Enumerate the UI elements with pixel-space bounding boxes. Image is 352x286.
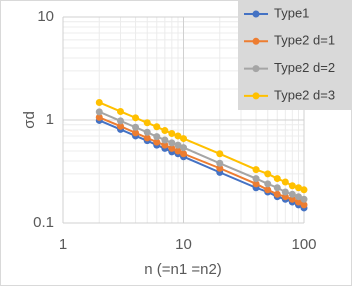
point — [288, 195, 296, 203]
point — [273, 190, 281, 198]
point — [264, 186, 272, 194]
point — [132, 129, 140, 137]
point — [180, 144, 187, 152]
point — [294, 193, 302, 201]
point — [252, 180, 260, 188]
point — [95, 98, 103, 106]
point — [288, 182, 296, 190]
point — [174, 132, 182, 140]
point — [95, 108, 103, 116]
point — [180, 150, 187, 158]
point — [216, 159, 224, 167]
point — [300, 186, 308, 194]
legend-label: Type2 d=1 — [274, 33, 335, 48]
point — [216, 164, 224, 172]
legend-label: Type2 d=3 — [274, 87, 335, 102]
point — [168, 144, 176, 152]
point — [281, 178, 289, 186]
point — [143, 119, 151, 127]
point — [264, 180, 272, 188]
legend-marker — [252, 92, 260, 100]
legend-marker — [252, 10, 260, 18]
point — [161, 136, 169, 144]
point — [216, 150, 224, 158]
plot — [95, 98, 308, 212]
point — [294, 184, 302, 192]
legend-marker — [252, 37, 260, 45]
y-tick-label: 1 — [46, 111, 54, 128]
point — [300, 195, 308, 203]
point — [252, 175, 260, 183]
legend-marker — [252, 65, 260, 73]
point — [273, 175, 281, 183]
y-tick-label: 0.1 — [33, 214, 54, 231]
point — [161, 141, 169, 149]
point — [161, 127, 169, 135]
point — [143, 134, 151, 142]
point — [294, 198, 302, 206]
x-axis-title: n (=n1 =n2) — [144, 261, 222, 278]
y-axis-title: σd — [21, 111, 38, 129]
point — [168, 129, 176, 137]
point — [153, 123, 161, 131]
x-tick-label: 100 — [291, 236, 316, 253]
point — [95, 113, 103, 121]
point — [300, 201, 308, 209]
legend-label: Type1 — [274, 5, 309, 20]
point — [132, 123, 140, 131]
x-tick-label: 1 — [59, 236, 67, 253]
point — [168, 139, 176, 147]
point — [116, 107, 124, 115]
point — [273, 184, 281, 192]
legend-box — [238, 0, 351, 110]
point — [132, 114, 140, 122]
point — [116, 117, 124, 125]
y-tick-label: 10 — [37, 8, 54, 25]
point — [288, 190, 296, 198]
point — [153, 133, 161, 141]
point — [174, 147, 182, 155]
legend: Type1 Type2 d=1 Type2 d=2 Type2 d=3 — [244, 5, 335, 102]
point — [264, 170, 272, 178]
point — [281, 188, 289, 196]
legend-label: Type2 d=2 — [274, 60, 335, 75]
point — [143, 128, 151, 136]
x-tick-label: 10 — [175, 236, 192, 253]
point — [180, 135, 187, 143]
point — [174, 141, 182, 149]
point — [153, 138, 161, 146]
point — [116, 122, 124, 130]
point — [252, 166, 260, 174]
